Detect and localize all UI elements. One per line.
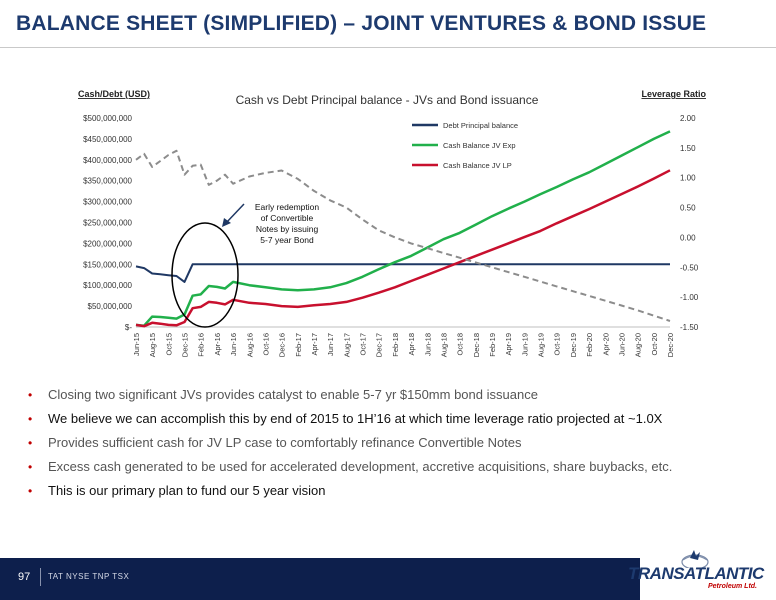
legend-label: Debt Principal balance	[443, 121, 518, 130]
x-tick-label: Feb-18	[391, 333, 400, 357]
y-tick-label: $300,000,000	[83, 198, 132, 207]
annotation-text: 5-7 year Bond	[260, 235, 314, 245]
y-tick-label: $150,000,000	[83, 260, 132, 269]
y-tick-label: $50,000,000	[88, 302, 133, 311]
bullet-text: This is our primary plan to fund our 5 y…	[48, 483, 326, 498]
title-divider	[0, 47, 776, 48]
x-tick-label: Oct-19	[553, 333, 562, 356]
y-tick-label: $100,000,000	[83, 281, 132, 290]
series-line-leverage-ratio	[135, 149, 671, 322]
bullet-list: • Closing two significant JVs provides ca…	[28, 383, 768, 503]
bullet-dot-icon: •	[28, 484, 33, 498]
x-tick-label: Aug-18	[439, 333, 448, 357]
footer-bar	[0, 558, 640, 600]
x-tick-label: Apr-16	[213, 333, 222, 356]
x-tick-label: Aug-19	[537, 333, 546, 357]
company-logo: TRANSATLANTIC Petroleum Ltd.	[628, 548, 768, 598]
page-title: BALANCE SHEET (SIMPLIFIED) – JOINT VENTU…	[16, 12, 707, 35]
bullet-dot-icon: •	[28, 436, 33, 450]
x-tick-label: Feb-20	[585, 333, 594, 357]
x-tick-label: Feb-16	[197, 333, 206, 357]
annotation-arrow	[225, 203, 245, 224]
x-tick-label: Dec-18	[472, 333, 481, 357]
x-tick-label: Aug-20	[634, 333, 643, 357]
x-tick-label: Dec-17	[375, 333, 384, 357]
annotation-arrowhead	[222, 218, 231, 227]
bullet-dot-icon: •	[28, 412, 33, 426]
annotation-text: Early redemption	[255, 202, 320, 212]
x-tick-label: Apr-17	[310, 333, 319, 356]
y2-tick-label: -0.50	[680, 263, 699, 272]
cash-debt-chart: Cash vs Debt Principal balance - JVs and…	[78, 89, 706, 357]
x-tick-label: Apr-18	[407, 333, 416, 356]
logo-name: TRANSATLANTIC	[628, 564, 764, 583]
bullet-dot-icon: •	[28, 460, 33, 474]
footer-divider	[40, 568, 41, 586]
bullet-text: We believe we can accomplish this by end…	[48, 411, 663, 426]
annotation-text: Notes by issuing	[256, 224, 319, 234]
y2-axis-title: Leverage Ratio	[641, 89, 706, 99]
x-tick-label: Apr-20	[601, 333, 610, 356]
y-tick-label: $450,000,000	[83, 135, 132, 144]
bullet-text: Closing two significant JVs provides cat…	[48, 387, 538, 402]
annotation-circle	[171, 222, 239, 328]
legend-label: Cash Balance JV Exp	[443, 141, 516, 150]
x-tick-label: Oct-18	[456, 333, 465, 356]
ticker-text: TAT NYSE TNP TSX	[48, 572, 130, 581]
x-tick-label: Jun-16	[229, 333, 238, 356]
y2-tick-label: 2.00	[680, 114, 696, 123]
y-tick-label: $250,000,000	[83, 219, 132, 228]
x-tick-label: Dec-15	[181, 333, 190, 357]
bullet-item: • Closing two significant JVs provides ca…	[28, 383, 768, 407]
series-line-cash-balance-jv-lp	[135, 169, 671, 328]
y2-tick-label: 1.50	[680, 144, 696, 153]
y2-tick-label: 0.00	[680, 233, 696, 242]
x-tick-label: Feb-17	[294, 333, 303, 357]
y-tick-label: $400,000,000	[83, 156, 132, 165]
series-line-debt-principal-balance	[135, 263, 670, 283]
bullet-text: Provides sufficient cash for JV LP case …	[48, 435, 522, 450]
bullet-item: • This is our primary plan to fund our 5 …	[28, 479, 768, 503]
y2-tick-label: -1.50	[680, 323, 699, 332]
x-tick-label: Oct-17	[359, 333, 368, 356]
bullet-item: • We believe we can accomplish this by en…	[28, 407, 768, 431]
y2-tick-label: 1.00	[680, 174, 696, 183]
bullet-item: • Provides sufficient cash for JV LP case…	[28, 431, 768, 455]
x-tick-label: Aug-16	[245, 333, 254, 357]
x-tick-label: Aug-15	[148, 333, 157, 357]
globe-icon	[681, 550, 709, 568]
x-tick-label: Jun-18	[423, 333, 432, 356]
x-tick-label: Jun-17	[326, 333, 335, 356]
x-tick-label: Oct-16	[261, 333, 270, 356]
x-tick-label: Jun-20	[617, 333, 626, 356]
page-number: 97	[18, 571, 31, 583]
legend-label: Cash Balance JV LP	[443, 161, 512, 170]
y2-tick-label: 0.50	[680, 204, 696, 213]
series-line-cash-balance-jv-exp	[135, 130, 671, 327]
x-tick-label: Dec-16	[278, 333, 287, 357]
x-tick-label: Jun-15	[132, 333, 141, 356]
x-tick-label: Oct-15	[164, 333, 173, 356]
y-tick-label: $350,000,000	[83, 177, 132, 186]
annotation-text: of Convertible	[261, 213, 314, 223]
x-tick-label: Dec-19	[569, 333, 578, 357]
bullet-dot-icon: •	[28, 388, 33, 402]
x-tick-label: Jun-19	[520, 333, 529, 356]
x-tick-label: Apr-19	[504, 333, 513, 356]
y2-tick-label: -1.00	[680, 293, 699, 302]
x-tick-label: Feb-19	[488, 333, 497, 357]
chart-title: Cash vs Debt Principal balance - JVs and…	[236, 93, 539, 107]
x-tick-label: Aug-17	[342, 333, 351, 357]
bullet-item: • Excess cash generated to be used for ac…	[28, 455, 768, 479]
y-tick-label: $-	[125, 323, 132, 332]
y-tick-label: $200,000,000	[83, 239, 132, 248]
bullet-text: Excess cash generated to be used for acc…	[48, 459, 673, 474]
x-tick-label: Dec-20	[666, 333, 675, 357]
y-axis-title: Cash/Debt (USD)	[78, 89, 150, 99]
x-tick-label: Oct-20	[650, 333, 659, 356]
y-tick-label: $500,000,000	[83, 114, 132, 123]
logo-subtitle: Petroleum Ltd.	[708, 583, 758, 590]
